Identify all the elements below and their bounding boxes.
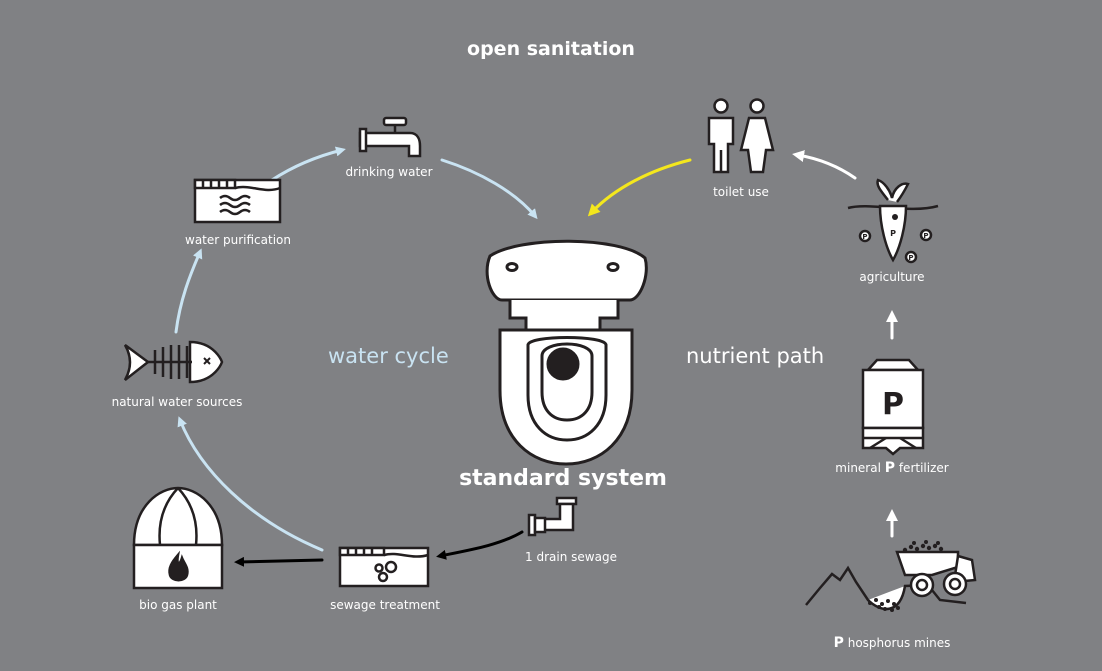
standard-system-label: standard system (459, 466, 667, 491)
mineral-fertilizer-rest: fertilizer (895, 461, 949, 475)
water-purification-label: water purification (185, 233, 291, 247)
arrow-treatment-to-biogas (234, 556, 324, 567)
fish-skeleton-icon (123, 340, 224, 384)
nutrient-marker-1: P (862, 233, 867, 241)
nutrient-marker-3: P (908, 254, 913, 262)
water-cycle-label: water cycle (328, 344, 449, 368)
mineral-fertilizer-label: mineral P fertilizer (835, 460, 948, 476)
sewage-arrows (234, 530, 524, 567)
drinking-water-label: drinking water (345, 165, 433, 179)
arrow-sewage-to-natural (177, 416, 324, 552)
nutrient-arrows (792, 150, 898, 538)
silo-letter: P (882, 387, 904, 422)
fertilizer-silo-icon (861, 358, 925, 456)
tap-icon (358, 116, 422, 158)
nutrient-marker-2: P (923, 232, 928, 240)
sewage-treatment-icon (338, 546, 430, 588)
mineral-fertilizer-prefix: mineral (835, 461, 885, 475)
arrow-drinking-to-toilet (440, 158, 538, 220)
toilet-use-label: toilet use (713, 185, 769, 199)
drain-sewage-label: 1 drain sewage (525, 550, 617, 564)
mining-truck-icon (805, 540, 977, 612)
carrot-icon (847, 178, 939, 264)
purification-tank-icon (193, 178, 282, 224)
biogas-plant-icon (132, 486, 224, 590)
sewage-treatment-label: sewage treatment (330, 598, 440, 612)
people-icon (707, 98, 775, 174)
nutrient-marker-carrot: P (890, 229, 896, 238)
arrow-natural-to-purification (174, 248, 203, 334)
mineral-fertilizer-initial: P (884, 460, 896, 476)
arrow-drain-to-treatment (436, 530, 524, 560)
arrow-purification-to-drinking (270, 146, 346, 182)
phosphorus-mines-rest: hosphorus mines (843, 636, 951, 650)
water-cycle-arrows (174, 146, 538, 552)
phosphorus-mines-label: P hosphorus mines (834, 635, 951, 651)
arrow-agriculture-to-toilet-use (792, 150, 857, 180)
diagram-title: open sanitation (467, 38, 635, 60)
toilet-icon (485, 239, 648, 466)
nutrient-path-label: nutrient path (686, 344, 825, 368)
drain-pipe-icon (527, 496, 578, 537)
arrow-toilet-use-to-toilet (587, 158, 692, 217)
natural-water-sources-label: natural water sources (111, 395, 243, 409)
bio-gas-plant-label: bio gas plant (139, 598, 217, 612)
agriculture-label: agriculture (859, 270, 925, 284)
phosphorus-mines-initial: P (833, 635, 844, 651)
